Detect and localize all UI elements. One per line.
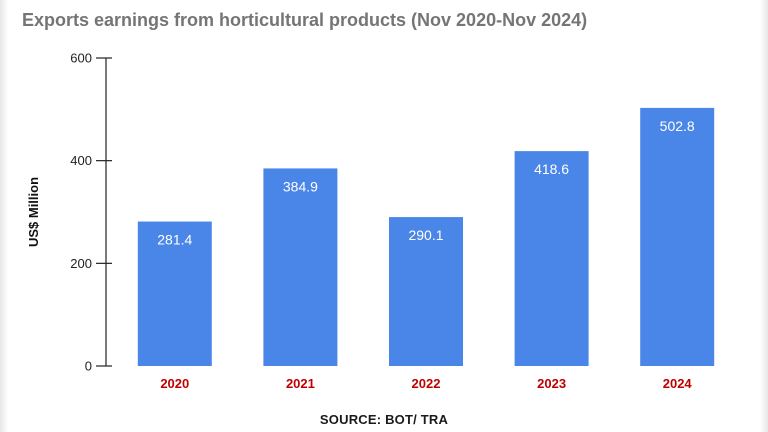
y-axis: 0 200 400 600 (70, 51, 112, 374)
category-label-2022: 2022 (412, 376, 441, 391)
y-axis-label: US$ Million (26, 177, 41, 247)
bars: 281.4 384.9 290.1 418.6 502.8 (137, 107, 715, 367)
category-label-2024: 2024 (663, 376, 693, 391)
bar-2023 (514, 151, 589, 366)
source-note: SOURCE: BOT/ TRA (319, 412, 449, 427)
category-labels: 2020 2021 2022 2023 2024 (160, 376, 692, 391)
y-tick-label: 400 (70, 153, 92, 168)
category-label-2023: 2023 (537, 376, 566, 391)
data-label-2024: 502.8 (660, 118, 695, 134)
right-edge-shadow (760, 0, 768, 432)
bar-2020 (137, 221, 212, 366)
data-label-2022: 290.1 (408, 227, 443, 243)
y-tick-label: 200 (70, 256, 92, 271)
bar-2022 (389, 217, 463, 366)
y-tick-label: 600 (70, 51, 92, 66)
data-label-2023: 418.6 (534, 161, 569, 177)
bar-2024 (640, 107, 715, 367)
y-tick-label: 0 (85, 359, 92, 374)
data-label-2020: 281.4 (157, 232, 192, 248)
data-label-2021: 384.9 (283, 178, 318, 194)
chart-title: Exports earnings from horticultural prod… (22, 10, 588, 30)
left-edge-shadow (0, 0, 8, 432)
category-label-2020: 2020 (160, 376, 189, 391)
category-label-2021: 2021 (286, 376, 315, 391)
bar-2021 (263, 168, 338, 366)
